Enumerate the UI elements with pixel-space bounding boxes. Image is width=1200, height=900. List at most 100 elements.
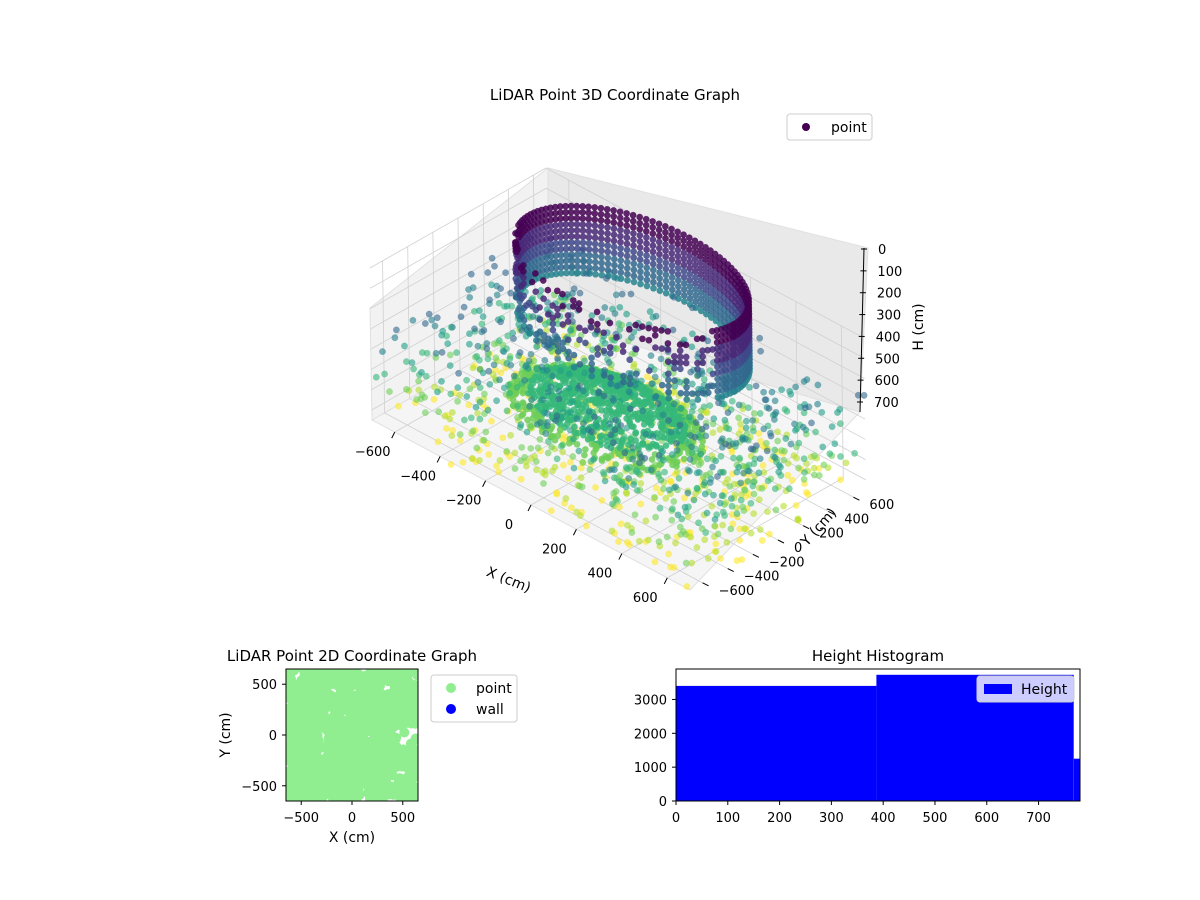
data-point-3d — [637, 268, 644, 276]
data-point-3d — [514, 245, 522, 253]
data-point-3d — [765, 404, 773, 412]
data-point-3d — [662, 265, 670, 273]
z-tick-label-3d: 100 — [877, 265, 902, 280]
y-tick-label-3d: 0 — [794, 541, 802, 556]
data-point-3d — [454, 384, 462, 391]
data-point-3d — [686, 455, 694, 463]
data-point-3d — [567, 458, 574, 466]
data-point-3d — [418, 368, 425, 376]
data-point-3d — [677, 405, 684, 412]
data-point-3d — [690, 496, 698, 504]
data-point-3d — [480, 436, 488, 444]
data-point-3d — [656, 281, 664, 288]
data-point-3d — [795, 464, 802, 472]
data-point-3d — [579, 245, 587, 253]
data-point-3d — [613, 382, 621, 390]
data-point-3d — [615, 538, 622, 545]
data-point-3d — [662, 289, 670, 297]
data-point-3d — [744, 477, 752, 485]
data-point-2d — [314, 781, 324, 791]
data-point-3d — [604, 266, 612, 274]
data-point-3d — [600, 470, 608, 478]
x-axis-label-2d: X (cm) — [329, 830, 375, 846]
data-point-3d — [559, 345, 567, 353]
data-point-3d — [591, 216, 599, 224]
data-point-3d — [573, 208, 581, 216]
data-point-3d — [792, 426, 799, 434]
data-point-3d — [762, 439, 770, 447]
data-point-3d — [693, 544, 701, 551]
data-point-3d — [493, 462, 500, 470]
data-point-3d — [660, 485, 667, 493]
data-point-2d — [402, 686, 413, 697]
data-point-3d — [499, 434, 507, 442]
data-point-3d — [617, 238, 624, 246]
data-point-3d — [497, 369, 505, 377]
data-point-3d — [648, 455, 656, 463]
data-point-3d — [646, 308, 654, 315]
data-point-3d — [678, 515, 686, 523]
data-point-3d — [466, 293, 474, 301]
data-point-3d — [534, 444, 542, 452]
data-point-3d — [717, 555, 724, 562]
data-point-2d — [308, 748, 319, 759]
data-point-2d — [368, 733, 379, 744]
data-point-2d — [327, 754, 338, 765]
data-point-3d — [604, 248, 612, 256]
data-point-3d — [585, 233, 593, 241]
data-point-3d — [636, 244, 644, 251]
data-point-3d — [643, 258, 651, 266]
data-point-3d — [585, 209, 592, 217]
data-point-3d — [756, 455, 764, 463]
data-point-3d — [842, 459, 850, 467]
data-point-3d — [549, 302, 556, 309]
data-point-3d — [417, 395, 425, 403]
data-point-3d — [630, 254, 638, 262]
data-point-3d — [598, 457, 606, 464]
data-point-3d — [594, 351, 602, 358]
data-point-2d — [362, 710, 373, 721]
data-point-2d — [389, 710, 400, 721]
data-point-3d — [559, 290, 566, 298]
data-point-3d — [421, 409, 429, 416]
data-point-2d — [363, 777, 374, 787]
data-point-3d — [764, 508, 771, 516]
data-point-3d — [622, 464, 630, 471]
data-point-3d — [701, 490, 709, 498]
grid-line-y-wall — [457, 217, 461, 371]
histogram-bar — [1073, 758, 1080, 801]
data-point-3d — [506, 389, 513, 397]
data-point-3d — [780, 456, 788, 464]
data-point-3d — [699, 347, 706, 355]
data-point-3d — [792, 501, 800, 509]
data-point-3d — [555, 387, 563, 395]
data-point-3d — [728, 502, 736, 510]
data-point-3d — [597, 216, 605, 224]
data-point-3d — [597, 223, 605, 230]
data-point-3d — [532, 270, 539, 277]
data-point-3d — [651, 394, 659, 402]
data-point-3d — [443, 424, 450, 432]
data-point-3d — [474, 342, 482, 350]
data-point-3d — [728, 397, 736, 405]
data-point-3d — [441, 412, 449, 420]
data-point-3d — [603, 205, 611, 213]
data-point-3d — [703, 409, 711, 416]
data-point-3d — [592, 258, 599, 266]
data-point-3d — [507, 431, 514, 439]
data-point-3d — [446, 362, 454, 369]
data-point-3d — [610, 237, 618, 245]
data-point-3d — [588, 372, 596, 380]
data-point-3d — [623, 424, 631, 432]
data-point-3d — [649, 254, 657, 262]
data-point-3d — [591, 240, 599, 248]
data-point-3d — [579, 459, 587, 466]
data-point-3d — [576, 382, 583, 390]
data-point-3d — [604, 217, 611, 225]
data-point-3d — [686, 276, 694, 284]
data-point-2d — [331, 774, 342, 785]
data-point-3d — [744, 404, 752, 412]
data-point-3d — [716, 499, 724, 507]
data-point-3d — [630, 242, 637, 250]
